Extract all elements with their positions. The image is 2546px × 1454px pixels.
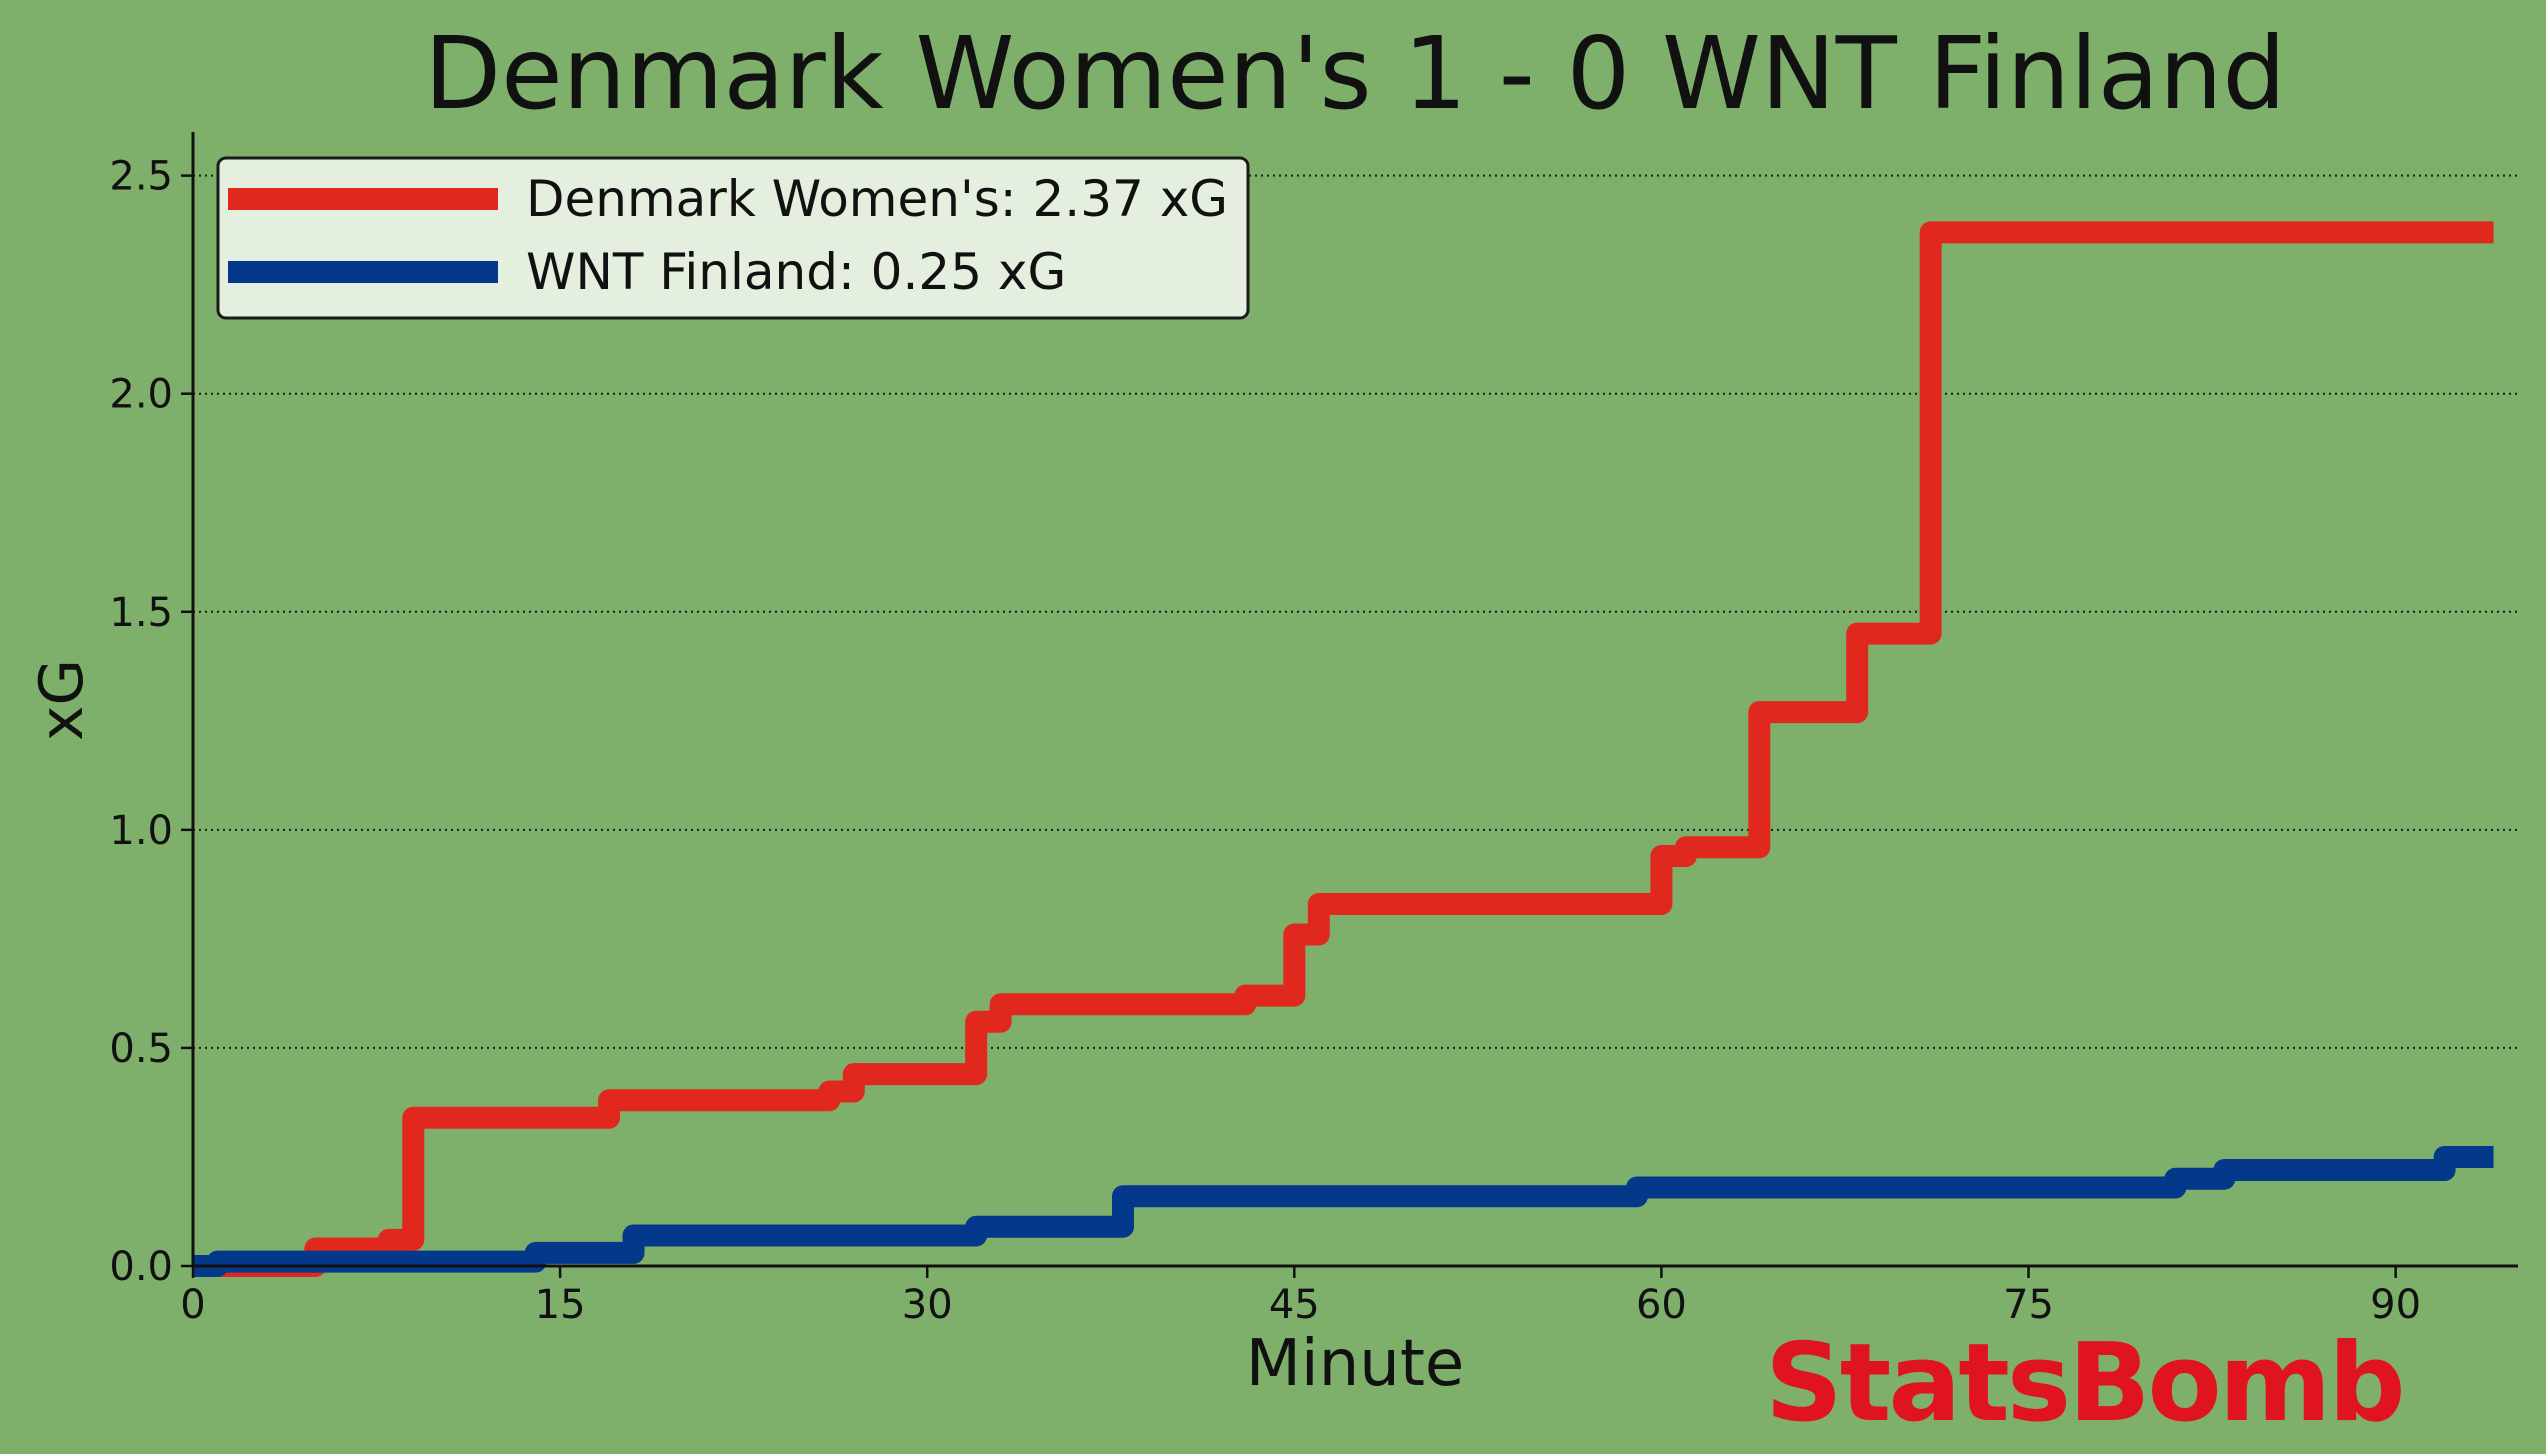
x-tick-label: 90	[2370, 1282, 2421, 1328]
legend: Denmark Women's: 2.37 xG WNT Finland: 0.…	[216, 156, 1250, 320]
x-tick-label: 15	[535, 1282, 586, 1328]
legend-label-finland: WNT Finland: 0.25 xG	[526, 243, 1066, 301]
series-lines	[193, 221, 2494, 1277]
chart-title: Denmark Women's 1 - 0 WNT Finland	[424, 15, 2286, 132]
y-tick-label: 0.0	[109, 1244, 173, 1290]
y-tick-label: 1.0	[109, 808, 173, 854]
series-line-denmark	[193, 221, 2494, 1277]
y-axis-label: xG	[27, 659, 97, 741]
series-line-finland	[193, 1145, 2494, 1277]
y-tick-label: 2.5	[109, 154, 173, 200]
legend-label-denmark: Denmark Women's: 2.37 xG	[526, 170, 1228, 228]
y-ticks: 0.0 0.5 1.0 1.5 2.0 2.5	[109, 154, 193, 1290]
x-tick-label: 45	[1269, 1282, 1320, 1328]
y-tick-label: 0.5	[109, 1026, 173, 1072]
x-axis-label: Minute	[1246, 1327, 1465, 1401]
x-tick-label: 60	[1636, 1282, 1687, 1328]
x-tick-label: 75	[2003, 1282, 2054, 1328]
y-tick-label: 1.5	[109, 590, 173, 636]
y-tick-label: 2.0	[109, 372, 173, 418]
x-tick-label: 0	[180, 1282, 205, 1328]
statsbomb-logo: StatsBomb	[1765, 1321, 2403, 1446]
x-ticks: 0 15 30 45 60 75 90	[180, 1266, 2421, 1328]
x-tick-label: 30	[902, 1282, 953, 1328]
